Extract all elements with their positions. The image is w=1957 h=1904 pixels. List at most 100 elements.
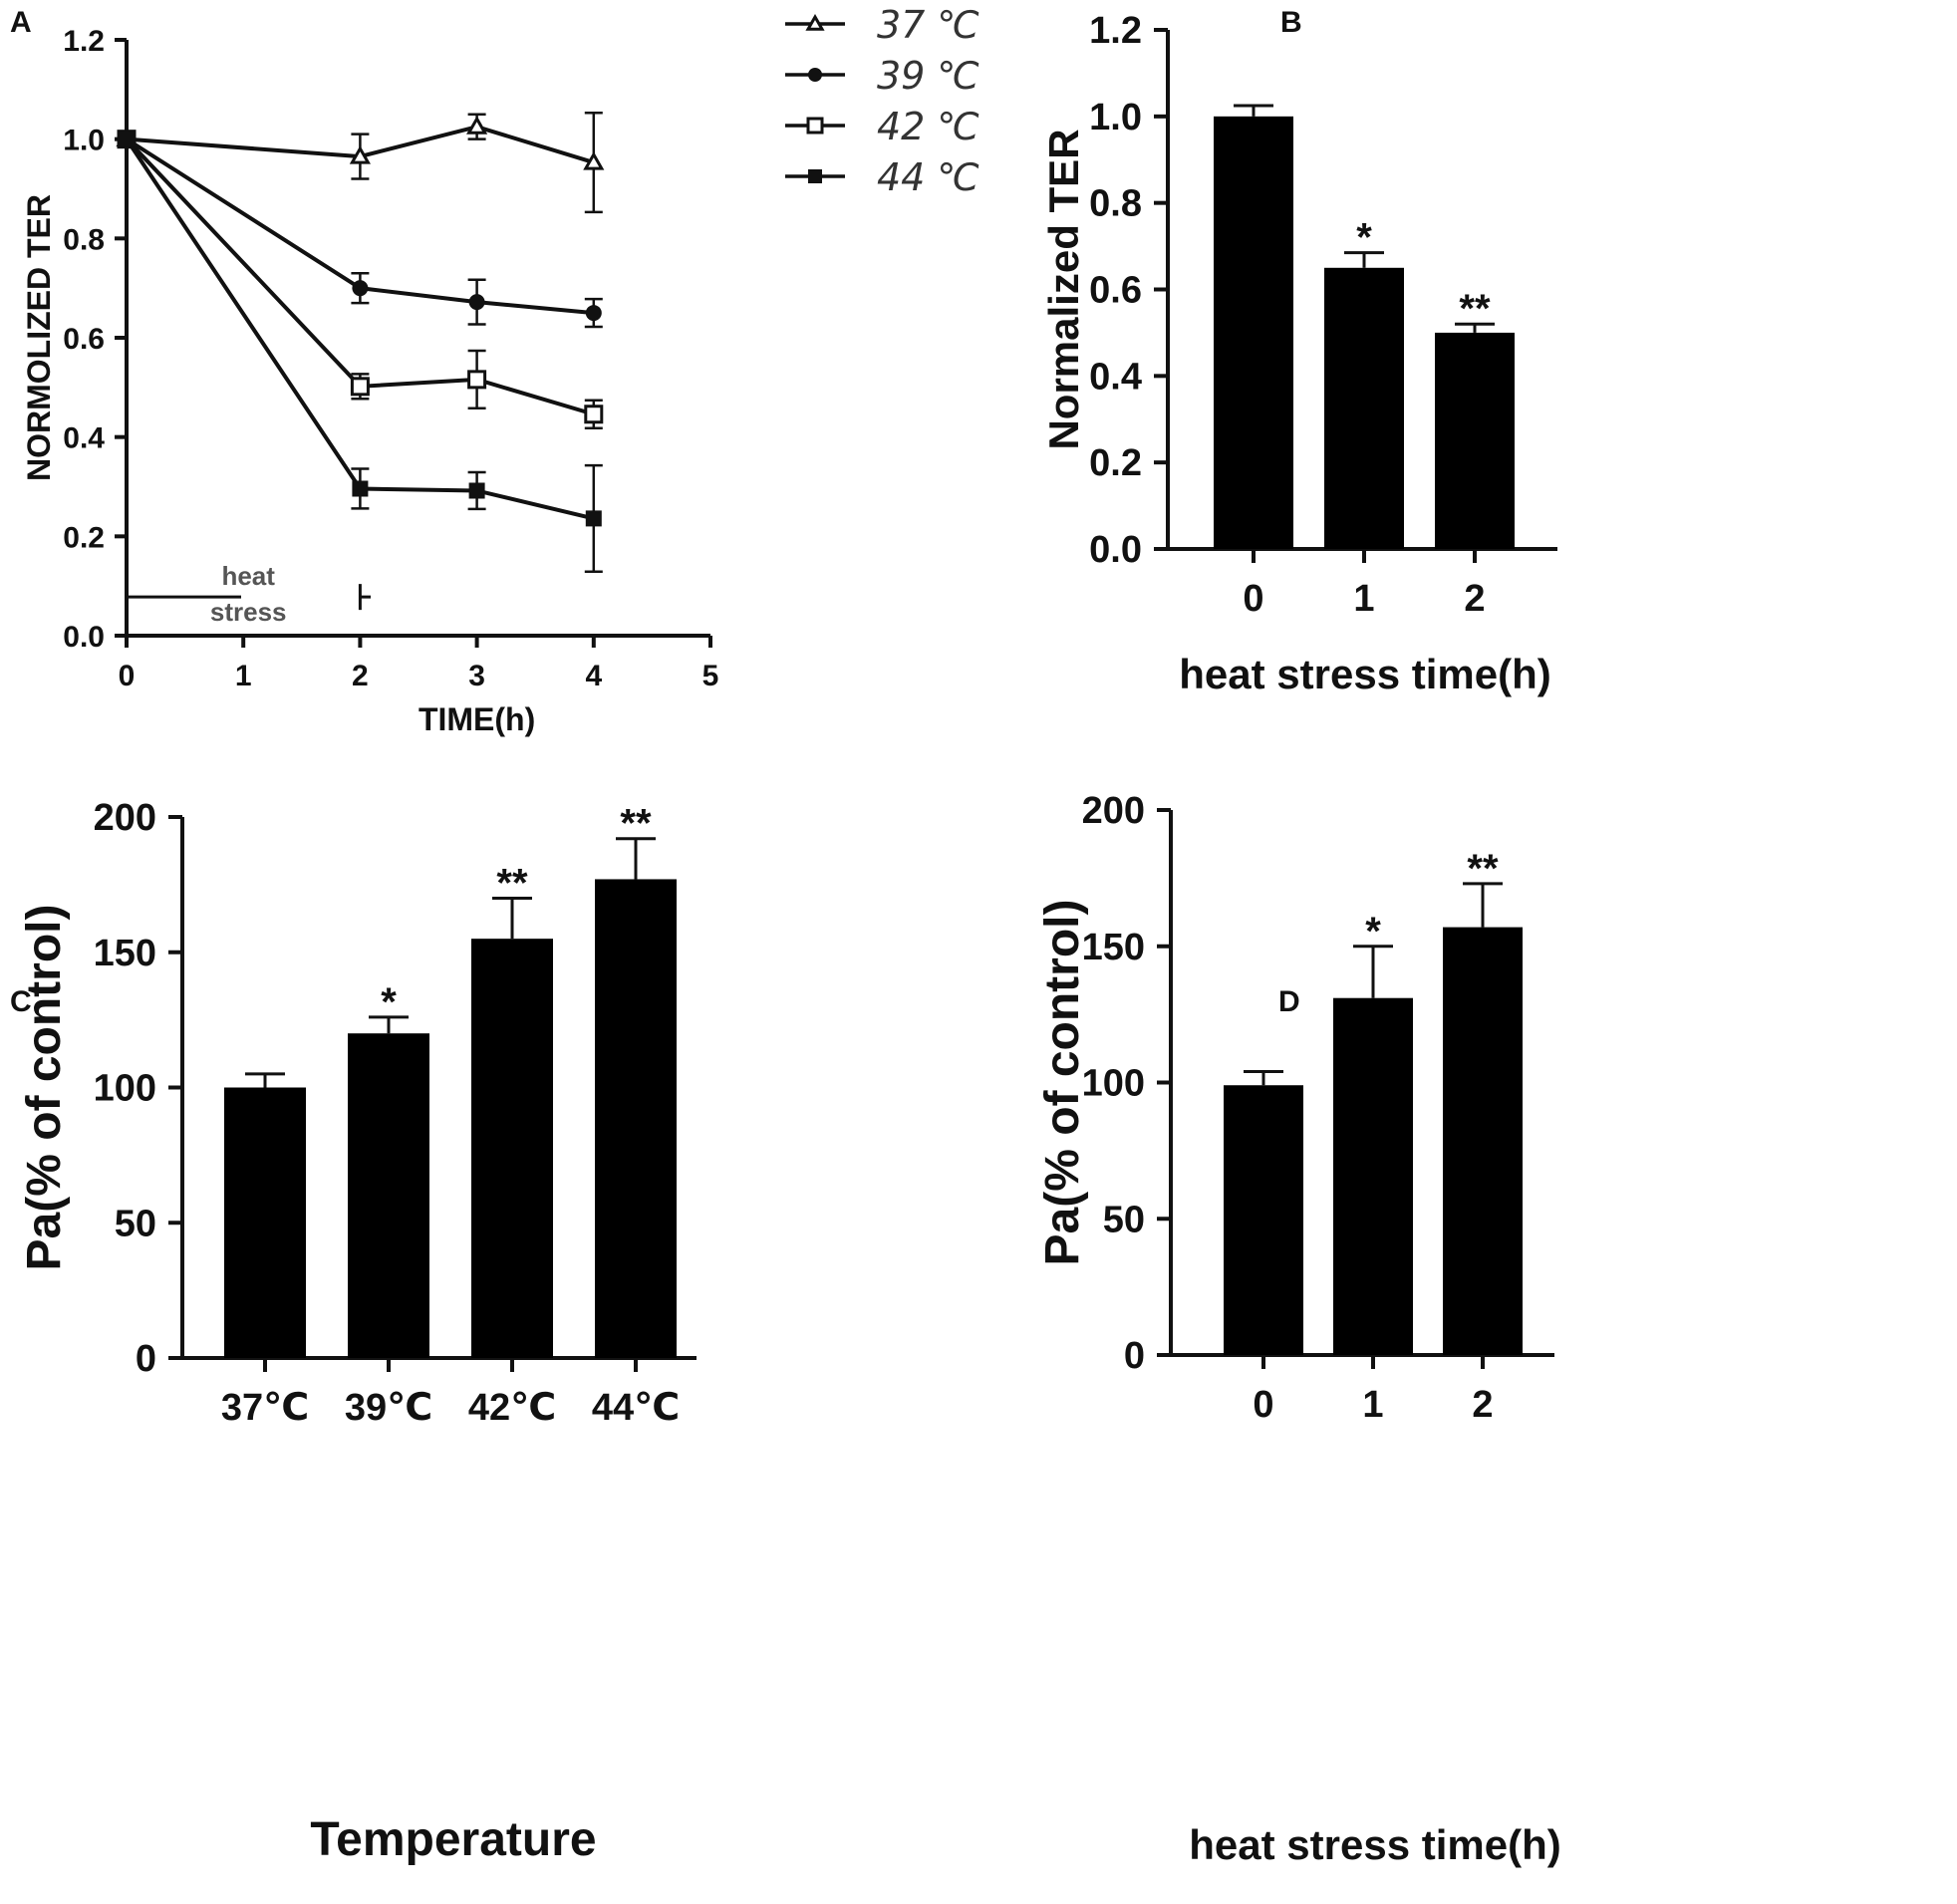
significance-marker: ** (496, 861, 528, 905)
x-tick-label: 0 (1243, 578, 1263, 620)
panel-letter-b: B (1280, 6, 1302, 39)
marker-filled-square (585, 510, 602, 527)
significance-marker: ** (1467, 847, 1499, 891)
marker-filled-circle (468, 294, 485, 311)
bar (1333, 997, 1413, 1355)
significance-marker: * (381, 980, 397, 1024)
marker-open-triangle (349, 145, 371, 164)
x-tick-label: 37℃ (221, 1387, 309, 1429)
marker-filled-square (119, 131, 135, 147)
x-tick-label: 3 (468, 660, 485, 692)
x-tick-label: 1 (1353, 578, 1374, 620)
significance-marker: * (1365, 910, 1381, 953)
bar (1443, 927, 1523, 1355)
significance-marker: ** (620, 802, 652, 846)
marker-open-triangle (583, 151, 605, 170)
y-tick-label: 0.8 (1089, 183, 1142, 225)
y-tick-label: 1.2 (63, 25, 105, 58)
bar (224, 1087, 306, 1358)
y-tick-label: 0 (136, 1338, 156, 1380)
bar (1214, 116, 1293, 549)
series-3 (119, 131, 603, 573)
x-tick-label: 39℃ (345, 1387, 432, 1429)
y-tick-label: 100 (1082, 1063, 1145, 1105)
x-tick-label: 2 (1464, 578, 1485, 620)
panel-letter-c: C (10, 985, 32, 1018)
y-tick-label: 100 (94, 1068, 156, 1110)
x-tick-label: 0 (1253, 1384, 1273, 1426)
marker-open-square (806, 117, 824, 135)
x-tick-label: 44℃ (592, 1387, 680, 1429)
y-tick-label: 0.2 (1089, 442, 1142, 484)
x-tick-label: 2 (1472, 1384, 1493, 1426)
panel-letter-d: D (1278, 985, 1300, 1018)
legend-label: 39 ℃ (877, 54, 979, 98)
marker-filled-circle (352, 280, 369, 297)
y-tick-label: 200 (1082, 790, 1145, 832)
heat-stress-label-line2: stress (210, 597, 287, 627)
legend-label: 44 ℃ (877, 155, 979, 199)
y-axis-title: Pa(% of control) (18, 905, 71, 1271)
significance-marker: ** (1459, 287, 1491, 331)
significance-marker: * (1356, 216, 1372, 260)
panel-d-bar-chart: 0 50 100 150 200 0 1 * 2 ** heat stress time(h) Pa(… (1036, 790, 1561, 1868)
legend-label: 42 ℃ (877, 105, 979, 148)
y-tick-label: 0.6 (63, 323, 105, 356)
panel-a-line-chart: 0.0 0.2 0.4 0.6 0.8 1.0 1.2 0 1 2 3 4 5 TIME(h) NORMOL… (21, 3, 979, 737)
y-tick-label: 50 (1103, 1199, 1145, 1240)
series-line (125, 137, 595, 416)
bar (1324, 267, 1404, 549)
y-tick-label: 150 (1082, 927, 1145, 968)
y-tick-label: 1.2 (1089, 10, 1142, 52)
marker-open-square (584, 405, 604, 424)
y-tick-label: 0 (1124, 1335, 1145, 1377)
x-tick-label: 1 (235, 660, 252, 692)
x-tick-label: 0 (119, 660, 136, 692)
y-tick-label: 0.4 (63, 422, 105, 455)
y-axis-title: NORMOLIZED TER (21, 194, 57, 481)
marker-filled-square (808, 169, 822, 183)
marker-filled-square (468, 482, 485, 499)
bar (471, 939, 553, 1358)
y-tick-label: 0.0 (63, 621, 105, 654)
x-axis-title: Temperature (310, 1813, 596, 1866)
y-tick-label: 0.0 (1089, 529, 1142, 571)
bar (348, 1033, 429, 1358)
y-tick-label: 200 (94, 797, 156, 839)
series-line (125, 136, 594, 316)
y-tick-label: 50 (115, 1203, 156, 1244)
y-tick-label: 0.4 (1089, 356, 1142, 398)
y-tick-label: 1.0 (1089, 97, 1142, 138)
y-tick-label: 150 (94, 933, 156, 974)
x-tick-label: 5 (702, 660, 719, 692)
marker-open-triangle (805, 13, 825, 31)
x-tick-label: 42℃ (468, 1387, 556, 1429)
marker-filled-circle (585, 305, 602, 322)
marker-open-square (467, 370, 487, 390)
x-tick-label: 4 (585, 660, 602, 692)
y-axis-title: Normalized TER (1040, 129, 1087, 449)
panel-b-bar-chart: 0.0 0.2 0.4 0.6 0.8 1.0 1.2 0 1 * 2 ** heat stress t… (1040, 10, 1557, 697)
marker-filled-circle (808, 68, 822, 82)
x-axis-title: TIME(h) (419, 701, 535, 737)
y-axis-title: Pa(% of control) (1036, 900, 1089, 1266)
legend-label: 37 ℃ (877, 3, 979, 47)
y-tick-label: 0.2 (63, 521, 105, 554)
marker-open-square (350, 377, 370, 397)
bar (1224, 1085, 1303, 1355)
panel-letter-a: A (10, 6, 32, 39)
y-tick-label: 1.0 (63, 125, 105, 157)
series-line (125, 137, 595, 521)
series-line (126, 125, 595, 165)
panel-c-bar-chart: 0 50 100 150 200 37℃ 39℃ * 42℃ ** 44℃ ** Temperature… (18, 797, 697, 1866)
series-0 (116, 112, 605, 214)
x-axis-title: heat stress time(h) (1179, 651, 1550, 697)
x-tick-label: 2 (352, 660, 369, 692)
bar (595, 879, 677, 1358)
y-tick-label: 0.8 (63, 223, 105, 256)
y-tick-label: 0.6 (1089, 270, 1142, 312)
heat-stress-label-line1: heat (221, 561, 275, 591)
marker-open-triangle (466, 116, 488, 135)
x-axis-title: heat stress time(h) (1189, 1821, 1560, 1868)
